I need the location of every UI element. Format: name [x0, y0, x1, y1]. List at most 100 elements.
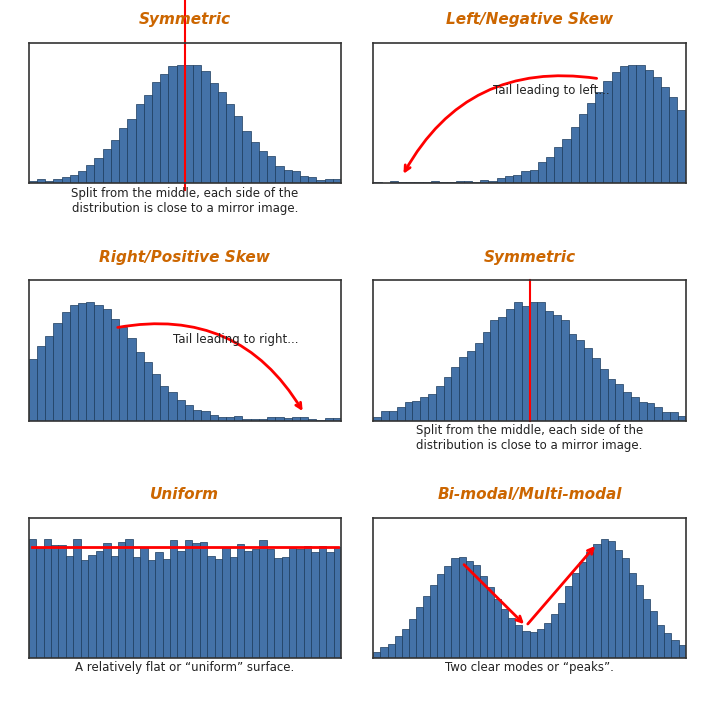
- Bar: [70, 175, 78, 183]
- Text: Right/Positive Skew: Right/Positive Skew: [100, 249, 270, 265]
- Bar: [140, 547, 148, 658]
- Text: Split from the middle, each side of the
distribution is close to a mirror image.: Split from the middle, each side of the …: [416, 424, 643, 452]
- Bar: [390, 181, 398, 183]
- Bar: [643, 599, 651, 658]
- Bar: [152, 374, 160, 421]
- Bar: [226, 104, 234, 183]
- Bar: [289, 549, 297, 658]
- Bar: [561, 320, 569, 421]
- Bar: [373, 182, 381, 183]
- Bar: [274, 558, 281, 658]
- Bar: [554, 147, 562, 183]
- Bar: [615, 385, 623, 421]
- Bar: [267, 156, 275, 183]
- Bar: [604, 81, 612, 183]
- Bar: [144, 95, 152, 183]
- Bar: [572, 572, 579, 658]
- Bar: [475, 343, 482, 421]
- Bar: [381, 411, 389, 421]
- Bar: [679, 645, 686, 658]
- Bar: [230, 557, 237, 658]
- Bar: [623, 392, 631, 421]
- Bar: [664, 633, 671, 658]
- Bar: [482, 332, 490, 421]
- Bar: [111, 140, 119, 183]
- Bar: [620, 66, 628, 183]
- Bar: [521, 170, 529, 183]
- Bar: [607, 379, 615, 421]
- Bar: [530, 302, 537, 421]
- Bar: [669, 97, 678, 183]
- Bar: [397, 407, 405, 421]
- Bar: [119, 129, 127, 183]
- Bar: [671, 640, 679, 658]
- Text: Two clear modes or “peaks”.: Two clear modes or “peaks”.: [445, 661, 614, 674]
- Bar: [251, 419, 259, 421]
- Bar: [53, 178, 62, 183]
- Bar: [480, 180, 488, 183]
- Bar: [439, 182, 447, 183]
- Bar: [118, 541, 126, 658]
- Bar: [36, 549, 44, 658]
- Bar: [133, 557, 140, 658]
- Bar: [655, 406, 662, 421]
- Bar: [436, 386, 444, 421]
- Bar: [78, 303, 86, 421]
- Bar: [210, 415, 218, 421]
- Bar: [447, 182, 455, 183]
- Bar: [53, 324, 62, 421]
- Bar: [155, 552, 162, 658]
- Bar: [144, 362, 152, 421]
- Bar: [636, 585, 643, 658]
- Bar: [177, 400, 185, 421]
- Bar: [218, 418, 226, 421]
- Text: Tail leading to right...: Tail leading to right...: [172, 334, 298, 347]
- Bar: [259, 419, 267, 421]
- Bar: [325, 179, 333, 183]
- Bar: [218, 93, 226, 183]
- Bar: [569, 334, 577, 421]
- Bar: [607, 541, 615, 658]
- Bar: [192, 544, 200, 658]
- Bar: [162, 559, 170, 658]
- Bar: [333, 179, 341, 183]
- Bar: [587, 103, 595, 183]
- Bar: [300, 417, 308, 421]
- Bar: [284, 170, 292, 183]
- Bar: [412, 401, 420, 421]
- Bar: [636, 65, 645, 183]
- Bar: [185, 65, 193, 183]
- Bar: [70, 305, 78, 421]
- Bar: [628, 65, 636, 183]
- Bar: [177, 65, 185, 183]
- Bar: [292, 417, 300, 421]
- Bar: [661, 87, 669, 183]
- Bar: [292, 171, 300, 183]
- Bar: [592, 358, 600, 421]
- Text: Symmetric: Symmetric: [483, 249, 576, 265]
- Bar: [193, 410, 201, 421]
- Bar: [416, 608, 423, 658]
- Bar: [86, 165, 95, 183]
- Bar: [571, 127, 579, 183]
- Bar: [651, 611, 657, 658]
- Text: A relatively flat or “uniform” surface.: A relatively flat or “uniform” surface.: [75, 661, 294, 674]
- Bar: [200, 541, 208, 658]
- Bar: [334, 546, 341, 658]
- Bar: [95, 551, 103, 658]
- Bar: [111, 319, 119, 421]
- Bar: [553, 315, 561, 421]
- Bar: [653, 77, 661, 183]
- Bar: [62, 312, 70, 421]
- Bar: [579, 114, 587, 183]
- Bar: [45, 181, 53, 183]
- Bar: [185, 540, 192, 658]
- Bar: [210, 83, 218, 183]
- Text: Symmetric: Symmetric: [139, 12, 231, 27]
- Bar: [201, 71, 210, 183]
- Bar: [259, 540, 266, 658]
- Bar: [185, 406, 193, 421]
- Bar: [103, 308, 111, 421]
- Bar: [595, 92, 604, 183]
- Bar: [215, 559, 222, 658]
